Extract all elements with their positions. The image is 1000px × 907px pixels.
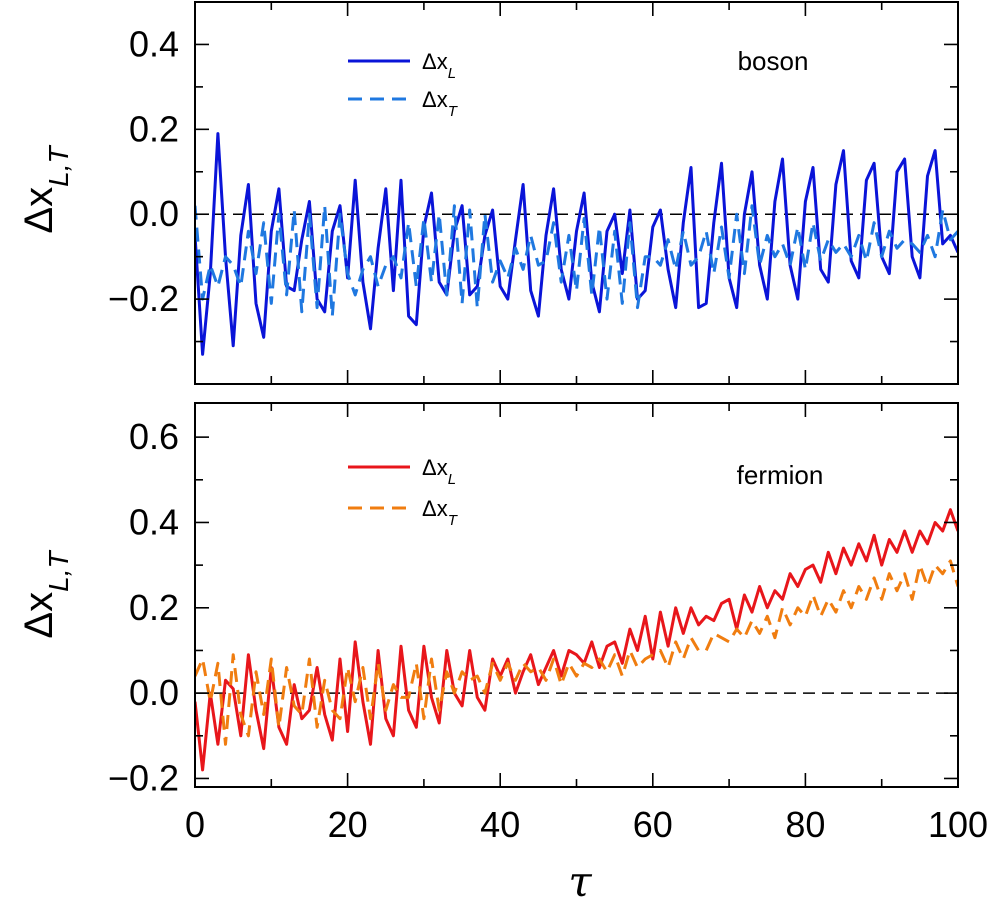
y-axis-label: ΔxL,T <box>17 550 74 639</box>
x-tick-label: 60 <box>633 804 673 845</box>
legend-label-T: ΔxT <box>422 87 459 120</box>
y-tick-label: −0.2 <box>108 757 179 798</box>
y-tick-label: 0.2 <box>129 587 179 628</box>
y-tick-label: −0.2 <box>108 278 179 319</box>
y-axis-label-main: Δx <box>17 592 61 639</box>
legend-label-main: Δx <box>422 455 448 480</box>
y-tick-label: 0.0 <box>129 193 179 234</box>
legend-label-sub: L <box>448 65 456 82</box>
panel-fermion: −0.20.00.20.40.60 20 40 60 80 100ΔxL,TΔxLΔxTf… <box>17 402 988 845</box>
y-tick-label: 0.6 <box>129 416 179 457</box>
y-tick-label: 0.2 <box>129 108 179 149</box>
y-tick-label: 0.4 <box>129 23 179 64</box>
series-line-T <box>195 204 958 318</box>
series-line-L <box>195 132 958 356</box>
legend-label-L: ΔxL <box>422 49 456 82</box>
plot-frame <box>194 1 959 385</box>
y-tick-label: 0.0 <box>129 672 179 713</box>
x-tick-label: 100 <box>928 804 988 845</box>
legend-label-main: Δx <box>422 496 448 521</box>
y-axis-label-main: Δx <box>17 187 61 234</box>
legend-label-main: Δx <box>422 49 448 74</box>
x-axis-label: τ <box>568 857 592 906</box>
panel-annotation: boson <box>738 46 809 76</box>
legend-label-L: ΔxL <box>422 455 456 488</box>
x-tick-label: 0 <box>185 804 205 845</box>
x-tick-label: 80 <box>785 804 825 845</box>
x-tick-label: 40 <box>480 804 520 845</box>
legend-label-sub: L <box>448 471 456 488</box>
y-axis-label-sub: L,T <box>43 550 74 592</box>
series-line-T <box>195 559 958 746</box>
y-axis-label-sub: L,T <box>43 145 74 187</box>
legend-label-T: ΔxT <box>422 496 459 529</box>
panel-annotation: fermion <box>737 460 824 490</box>
series-line-L <box>195 508 958 772</box>
y-axis-label: ΔxL,T <box>17 145 74 234</box>
y-tick-label: 0.4 <box>129 501 179 542</box>
legend-label-sub: T <box>448 512 459 529</box>
legend-label-sub: T <box>448 103 459 120</box>
x-tick-label: 20 <box>328 804 368 845</box>
legend-label-main: Δx <box>422 87 448 112</box>
